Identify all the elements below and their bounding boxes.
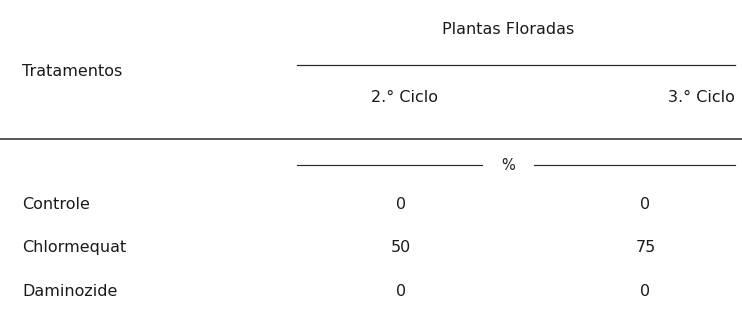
Text: 0: 0 xyxy=(640,197,651,212)
Text: 0: 0 xyxy=(395,197,406,212)
Text: 0: 0 xyxy=(395,284,406,299)
Text: 0: 0 xyxy=(640,284,651,299)
Text: %: % xyxy=(502,158,515,173)
Text: 3.° Ciclo: 3.° Ciclo xyxy=(668,90,735,105)
Text: Plantas Floradas: Plantas Floradas xyxy=(442,22,574,37)
Text: Chlormequat: Chlormequat xyxy=(22,240,126,255)
Text: Controle: Controle xyxy=(22,197,90,212)
Text: 75: 75 xyxy=(635,240,656,255)
Text: 2.° Ciclo: 2.° Ciclo xyxy=(371,90,438,105)
Text: 50: 50 xyxy=(390,240,411,255)
Text: Daminozide: Daminozide xyxy=(22,284,118,299)
Text: Tratamentos: Tratamentos xyxy=(22,64,122,79)
